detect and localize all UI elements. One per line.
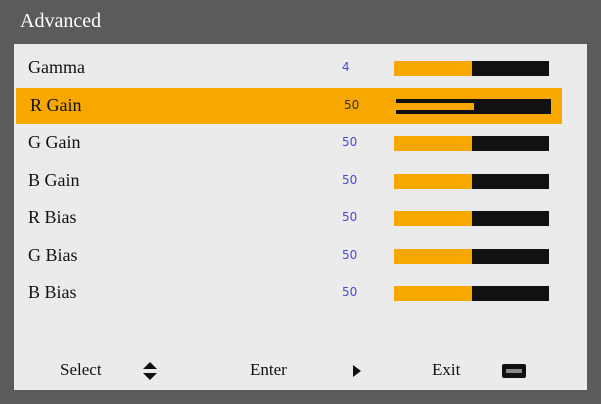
menu-title: Advanced xyxy=(20,10,102,32)
row-label: G Gain xyxy=(28,132,81,152)
right-icon xyxy=(353,365,361,377)
menu-row: Gamma 4 xyxy=(14,50,587,86)
slider xyxy=(394,211,549,226)
slider xyxy=(394,136,549,151)
footer-label: Enter xyxy=(250,360,287,379)
slider-fill xyxy=(396,101,474,111)
menu-row: R Gain 50 xyxy=(16,87,562,124)
row-label: R Bias xyxy=(28,207,77,227)
menu-row: G Bias 50 xyxy=(14,238,587,274)
row-value: 50 xyxy=(342,172,358,187)
row-label: B Bias xyxy=(28,282,77,302)
menu-row: R Bias 50 xyxy=(14,200,587,236)
row-value: 50 xyxy=(342,135,358,149)
slider xyxy=(394,61,549,76)
row-label: G Bias xyxy=(28,244,78,265)
slider xyxy=(394,286,549,301)
row-label: R Gain xyxy=(30,94,82,115)
row-value: 50 xyxy=(344,97,360,112)
slider xyxy=(394,173,549,189)
slider-fill xyxy=(394,211,472,226)
slider-fill xyxy=(394,248,472,264)
row-value: 50 xyxy=(342,285,358,299)
row-value: 50 xyxy=(342,247,358,262)
slider xyxy=(396,98,551,114)
slider xyxy=(394,248,549,264)
slider-fill xyxy=(394,173,472,189)
menu-panel: Gamma 4 R Gain 50 G Gain 50 B Gain 50 R Bias 50 G … xyxy=(14,44,587,390)
row-value: 50 xyxy=(342,210,358,224)
footer-label: Select xyxy=(60,360,102,379)
footer-label: Exit xyxy=(432,360,461,379)
slider-fill xyxy=(394,61,472,76)
menu-key-icon xyxy=(502,364,526,378)
menu-row: B Bias 50 xyxy=(14,275,587,311)
row-value: 4 xyxy=(342,60,350,74)
menu-row: G Gain 50 xyxy=(14,125,587,161)
slider-fill xyxy=(394,136,472,151)
menu-row: B Gain 50 xyxy=(14,163,587,199)
row-label: B Gain xyxy=(28,169,80,190)
row-label: Gamma xyxy=(28,57,85,77)
updown-icon xyxy=(143,362,157,380)
slider-fill xyxy=(394,286,472,301)
